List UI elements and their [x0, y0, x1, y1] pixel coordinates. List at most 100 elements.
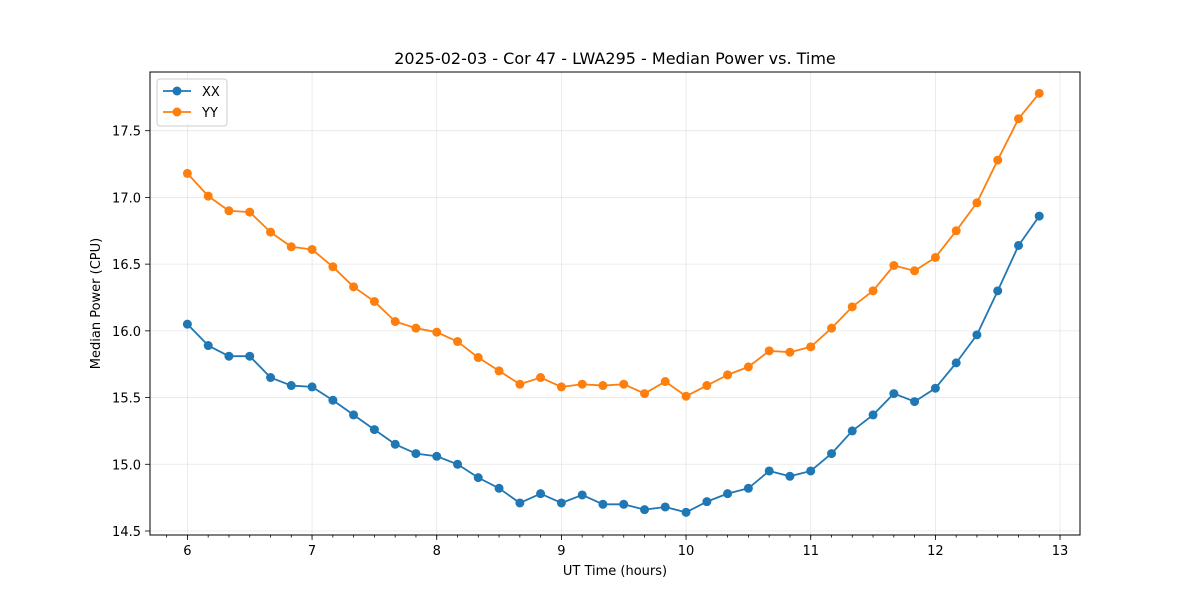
- data-point-yy: [328, 262, 338, 272]
- plot-area-frame: [149, 71, 1081, 536]
- data-point-xx: [328, 395, 338, 405]
- ticks: 6 7 8 9 10 11 12 13 14.5 15.0 15.5 16.0 16.5 17.0 17.5: [112, 125, 1068, 559]
- data-point-yy: [681, 391, 691, 401]
- data-point-xx: [598, 499, 608, 509]
- series-layer: [182, 88, 1044, 517]
- data-point-xx: [764, 466, 774, 476]
- data-point-yy: [390, 317, 400, 327]
- data-point-xx: [847, 426, 857, 436]
- data-point-xx: [577, 490, 587, 500]
- data-point-yy: [972, 198, 982, 208]
- legend-marker-yy: [172, 107, 182, 117]
- data-point-xx: [1034, 211, 1044, 221]
- x-tick-label: 11: [802, 544, 819, 559]
- x-tick-label: 13: [1052, 544, 1069, 559]
- data-point-yy: [993, 155, 1003, 165]
- data-point-yy: [806, 342, 816, 352]
- data-point-xx: [972, 330, 982, 340]
- data-point-xx: [515, 498, 525, 508]
- data-point-yy: [245, 207, 255, 217]
- y-axis-label: Median Power (CPU): [89, 238, 104, 369]
- data-point-xx: [453, 459, 463, 469]
- data-point-yy: [266, 227, 276, 237]
- data-point-yy: [369, 296, 379, 306]
- data-point-yy: [224, 206, 234, 216]
- data-point-yy: [494, 366, 504, 376]
- x-axis-label: UT Time (hours): [563, 564, 667, 579]
- data-point-xx: [536, 489, 546, 499]
- data-point-xx: [868, 410, 878, 420]
- data-point-xx: [951, 358, 961, 368]
- data-point-yy: [702, 381, 712, 391]
- data-point-yy: [785, 347, 795, 357]
- legend-label-yy: YY: [201, 106, 218, 121]
- y-tick-label: 16.5: [112, 258, 141, 273]
- data-point-yy: [536, 373, 546, 383]
- x-tick-label: 6: [183, 544, 191, 559]
- data-point-yy: [182, 168, 192, 178]
- y-tick-label: 14.5: [112, 525, 141, 540]
- data-point-yy: [286, 242, 296, 252]
- x-tick-label: 12: [927, 544, 944, 559]
- data-point-yy: [577, 379, 587, 389]
- data-point-yy: [203, 191, 213, 201]
- data-point-yy: [473, 353, 483, 363]
- data-point-yy: [1014, 114, 1024, 124]
- data-point-yy: [951, 226, 961, 236]
- data-point-xx: [556, 498, 566, 508]
- data-point-xx: [619, 499, 629, 509]
- data-point-xx: [494, 483, 504, 493]
- data-point-yy: [515, 379, 525, 389]
- data-point-xx: [266, 373, 276, 383]
- data-point-yy: [619, 379, 629, 389]
- legend: XX YY: [156, 78, 228, 127]
- legend-marker-xx: [172, 86, 182, 96]
- data-point-xx: [432, 451, 442, 461]
- data-point-xx: [307, 382, 317, 392]
- data-point-yy: [723, 370, 733, 380]
- x-tick-label: 9: [557, 544, 565, 559]
- data-point-xx: [286, 381, 296, 391]
- data-point-xx: [930, 383, 940, 393]
- data-point-yy: [847, 302, 857, 312]
- y-tick-label: 16.0: [112, 325, 141, 340]
- data-point-xx: [785, 471, 795, 481]
- legend-label-xx: XX: [202, 85, 220, 100]
- data-point-xx: [203, 341, 213, 351]
- data-point-xx: [640, 505, 650, 515]
- grid: [150, 72, 1080, 535]
- x-tick-label: 7: [308, 544, 316, 559]
- data-point-xx: [245, 351, 255, 361]
- data-point-xx: [473, 473, 483, 483]
- data-point-xx: [660, 502, 670, 512]
- data-point-xx: [681, 507, 691, 517]
- y-tick-label: 17.5: [112, 125, 141, 140]
- data-point-yy: [453, 337, 463, 347]
- data-point-xx: [182, 319, 192, 329]
- data-point-xx: [224, 351, 234, 361]
- data-point-yy: [889, 260, 899, 270]
- chart-title: 2025-02-03 - Cor 47 - LWA295 - Median Po…: [394, 49, 836, 68]
- data-point-xx: [806, 466, 816, 476]
- data-point-xx: [910, 397, 920, 407]
- data-point-xx: [889, 389, 899, 399]
- x-tick-label: 10: [678, 544, 695, 559]
- data-point-yy: [598, 381, 608, 391]
- data-point-yy: [411, 323, 421, 333]
- data-point-yy: [307, 244, 317, 254]
- data-point-xx: [1014, 240, 1024, 250]
- y-tick-label: 17.0: [112, 191, 141, 206]
- data-point-xx: [993, 286, 1003, 296]
- x-tick-label: 8: [433, 544, 441, 559]
- data-point-yy: [432, 327, 442, 337]
- data-point-xx: [369, 425, 379, 435]
- data-point-xx: [702, 497, 712, 507]
- data-point-xx: [411, 449, 421, 459]
- data-point-xx: [827, 449, 837, 459]
- data-point-yy: [910, 266, 920, 276]
- data-point-yy: [868, 286, 878, 296]
- data-point-yy: [556, 382, 566, 392]
- data-point-xx: [723, 489, 733, 499]
- data-point-yy: [640, 389, 650, 399]
